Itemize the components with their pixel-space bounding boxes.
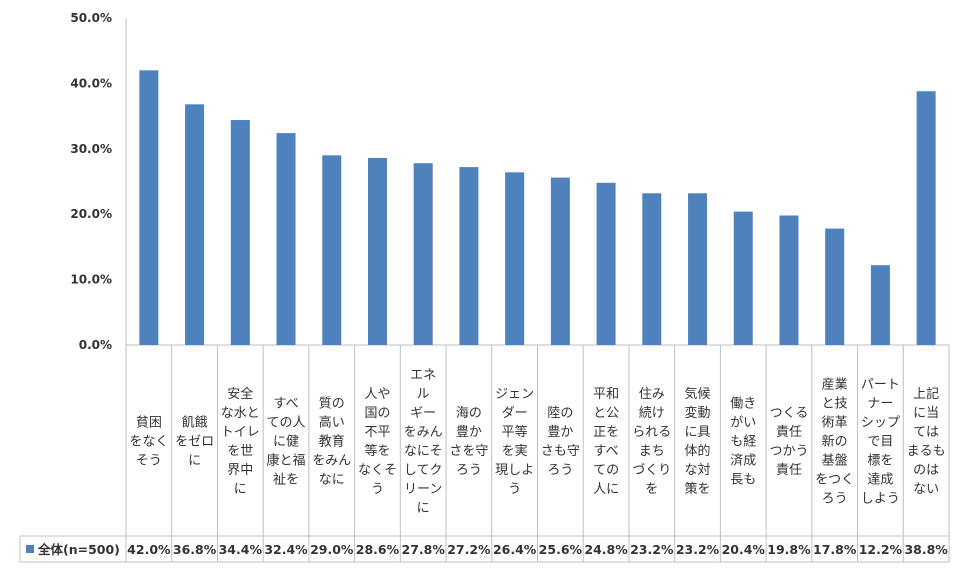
data-label: 19.8%: [767, 542, 811, 557]
bar: [185, 104, 205, 345]
category-label: 飢餓をゼロに: [175, 416, 214, 469]
bar: [413, 163, 433, 345]
bar: [322, 155, 342, 345]
bar: [367, 157, 387, 345]
category-label: 働きがいも経済成長も: [730, 397, 756, 488]
y-tick-label: 40.0%: [70, 76, 112, 90]
category-label: 産業と技術革新の基盤をつくろう: [815, 377, 854, 507]
data-label: 26.4%: [493, 542, 537, 557]
bar: [733, 211, 753, 345]
data-label: 25.6%: [539, 542, 583, 557]
bar: [596, 182, 616, 345]
y-tick-label: 30.0%: [70, 142, 112, 156]
data-label: 32.4%: [264, 542, 308, 557]
category-label: 平和と公正をすべての人に: [593, 387, 619, 497]
y-tick-label: 0.0%: [79, 338, 112, 352]
category-label: エネルギーをみんなにそしてクリーンに: [404, 368, 443, 516]
category-label: 貧困をなくそう: [129, 416, 168, 469]
data-label: 29.0%: [310, 542, 354, 557]
data-label: 12.2%: [859, 542, 903, 557]
data-label: 36.8%: [173, 542, 217, 557]
y-tick-label: 50.0%: [70, 11, 112, 25]
category-label: 住み続けられるまちづくりを: [632, 387, 671, 497]
bar: [230, 120, 250, 345]
category-label: 人や国の不平等をなくそう: [358, 387, 397, 497]
data-label: 38.8%: [904, 542, 948, 557]
bar: [505, 172, 525, 345]
bar: [870, 265, 890, 345]
bar: [825, 228, 845, 345]
bar: [550, 177, 570, 345]
category-label: 質の高い教育をみんなに: [312, 397, 351, 488]
bar: [688, 193, 708, 345]
category-label: 陸の豊かさも守ろう: [541, 405, 580, 478]
category-label: ジェンダー平等を実現しよう: [495, 387, 534, 497]
bar: [642, 193, 662, 345]
bar: [276, 133, 296, 345]
bar: [459, 167, 479, 345]
legend-label: 全体(n=500): [37, 542, 120, 557]
y-tick-label: 20.0%: [70, 207, 112, 221]
data-label: 34.4%: [219, 542, 263, 557]
bar: [139, 70, 159, 345]
bar: [779, 215, 799, 345]
data-label: 27.2%: [447, 542, 491, 557]
category-label: パートナーシップで目標を達成しよう: [861, 378, 900, 507]
data-label: 42.0%: [127, 542, 171, 557]
data-label: 20.4%: [722, 542, 766, 557]
category-label: すべての人に健康と福祉を: [267, 397, 306, 488]
data-label: 17.8%: [813, 542, 857, 557]
bar: [916, 91, 936, 345]
data-label: 23.2%: [630, 542, 674, 557]
category-label: 安全な水とトイレを世界中に: [221, 386, 260, 497]
legend-swatch: [26, 545, 34, 553]
data-label: 23.2%: [676, 542, 720, 557]
category-label: 海の豊かさを守ろう: [449, 406, 488, 478]
data-label: 28.6%: [356, 542, 400, 557]
y-tick-label: 10.0%: [70, 273, 112, 287]
category-label: 気候変動に具体的な対策を: [685, 386, 711, 497]
category-label: 上記に当てはまるものはない: [907, 386, 946, 497]
category-label: つくる責任つかう責任: [769, 406, 808, 478]
data-label: 24.8%: [584, 542, 628, 557]
data-label: 27.8%: [402, 542, 446, 557]
